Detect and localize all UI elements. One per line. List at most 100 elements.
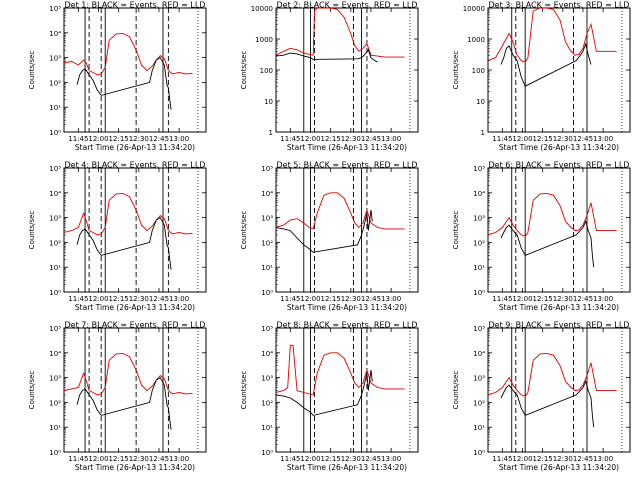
y-tick-label: 10²	[49, 399, 61, 407]
y-tick-label: 10¹	[473, 264, 485, 272]
y-tick-label: 10⁴	[49, 30, 61, 38]
series-lld-line	[488, 352, 617, 397]
panel-det-5: Det 5: BLACK = Events, RED = LLD 10⁰ 10¹ 10…	[240, 161, 419, 312]
panel-title: Det 5: BLACK = Events, RED = LLD	[277, 161, 418, 170]
x-tick-label: 12:00	[512, 135, 532, 143]
y-tick-label: 10²	[261, 239, 273, 247]
panel-det-3: Det 3: BLACK = Events, RED = LLD 1 10 100 10…	[452, 1, 631, 152]
x-tick-label: 12:45	[149, 455, 169, 463]
x-tick-label: 12:45	[573, 295, 593, 303]
panel-det-6: Det 6: BLACK = Events, RED = LLD 10⁰ 10¹ 10…	[452, 161, 631, 312]
y-tick-label: 10²	[49, 239, 61, 247]
x-tick-label: 12:30	[553, 455, 573, 463]
y-tick-label: 10⁵	[261, 325, 273, 333]
y-tick-label: 10	[264, 98, 273, 106]
y-tick-label: 10¹	[261, 424, 273, 432]
x-tick-label: 12:30	[553, 295, 573, 303]
x-tick-label: 12:45	[573, 455, 593, 463]
y-tick-label: 10⁴	[473, 350, 485, 358]
x-axis-label: Start Time (26-Apr-13 11:34:20)	[75, 463, 195, 472]
series-events-line	[76, 376, 172, 430]
x-tick-label: 12:45	[361, 295, 381, 303]
x-tick-label: 12:15	[321, 295, 341, 303]
y-axis-label: Counts/sec	[452, 51, 460, 90]
plot-area	[64, 168, 199, 292]
y-tick-label: 10³	[261, 375, 273, 383]
panel-det-1: Det 1: BLACK = Events, RED = LLD 10⁰ 10¹ 10…	[28, 1, 207, 152]
series-events-line	[500, 220, 595, 268]
plot-area	[276, 328, 411, 452]
y-tick-label: 10⁵	[49, 325, 61, 333]
x-tick-label: 12:00	[512, 455, 532, 463]
x-tick-label: 12:30	[341, 295, 361, 303]
plot-area	[276, 168, 411, 292]
plot-area	[488, 328, 623, 452]
series-events-line	[500, 42, 592, 87]
x-tick-label: 12:00	[88, 295, 108, 303]
x-tick-label: 12:15	[533, 455, 553, 463]
y-tick-label: 10⁰	[473, 449, 485, 457]
y-tick-label: 10²	[261, 399, 273, 407]
x-tick-label: 12:45	[361, 135, 381, 143]
y-tick-label: 10³	[473, 215, 485, 223]
panel-det-9: Det 9: BLACK = Events, RED = LLD 10⁰ 10¹ 10…	[452, 321, 631, 472]
y-tick-label: 10²	[473, 399, 485, 407]
x-tick-label: 12:15	[109, 295, 129, 303]
y-tick-label: 10¹	[49, 104, 61, 112]
y-tick-label: 10⁴	[473, 190, 485, 198]
y-tick-label: 100	[260, 67, 273, 75]
series-lld-line	[64, 32, 193, 76]
y-tick-label: 1	[481, 129, 485, 137]
plot-frame	[63, 167, 207, 293]
x-tick-label: 12:30	[341, 455, 361, 463]
panel-title: Det 8: BLACK = Events, RED = LLD	[277, 321, 418, 330]
y-tick-label: 10⁵	[473, 325, 485, 333]
y-tick-label: 10²	[49, 79, 61, 87]
x-tick-label: 13:00	[169, 295, 189, 303]
x-tick-label: 13:00	[593, 455, 613, 463]
x-tick-label: 12:15	[533, 135, 553, 143]
y-tick-label: 10¹	[49, 424, 61, 432]
panel-det-7: Det 7: BLACK = Events, RED = LLD 10⁰ 10¹ 10…	[28, 321, 207, 472]
x-tick-label: 11:45	[492, 455, 512, 463]
x-tick-label: 13:00	[381, 295, 401, 303]
x-tick-label: 13:00	[381, 455, 401, 463]
series-events-line	[276, 370, 373, 416]
x-axis-label: Start Time (26-Apr-13 11:34:20)	[499, 143, 619, 152]
plot-frame	[487, 7, 631, 133]
y-axis-label: Counts/sec	[240, 371, 248, 410]
x-axis-label: Start Time (26-Apr-13 11:34:20)	[75, 303, 195, 312]
y-tick-label: 10⁴	[49, 190, 61, 198]
series-lld-line	[276, 344, 405, 396]
y-tick-label: 10	[476, 98, 485, 106]
panel-title: Det 1: BLACK = Events, RED = LLD	[65, 1, 206, 10]
x-tick-label: 12:15	[321, 455, 341, 463]
panel-title: Det 7: BLACK = Events, RED = LLD	[65, 321, 206, 330]
x-tick-label: 11:45	[68, 135, 88, 143]
series-lld-line	[488, 192, 617, 237]
y-tick-label: 1000	[467, 36, 485, 44]
x-axis-label: Start Time (26-Apr-13 11:34:20)	[287, 303, 407, 312]
x-tick-label: 12:15	[109, 455, 129, 463]
x-tick-label: 12:30	[129, 135, 149, 143]
panel-det-2: Det 2: BLACK = Events, RED = LLD 1 10 100 10…	[240, 1, 419, 152]
plot-frame	[487, 327, 631, 453]
y-tick-label: 10⁵	[473, 165, 485, 173]
plot-frame	[275, 167, 419, 293]
x-tick-label: 12:00	[512, 295, 532, 303]
x-axis-label: Start Time (26-Apr-13 11:34:20)	[499, 463, 619, 472]
y-axis-label: Counts/sec	[240, 211, 248, 250]
plot-frame	[487, 167, 631, 293]
y-tick-label: 1000	[255, 36, 273, 44]
y-tick-label: 10⁴	[261, 350, 273, 358]
y-tick-label: 100	[472, 67, 485, 75]
x-tick-label: 12:00	[88, 455, 108, 463]
x-axis-label: Start Time (26-Apr-13 11:34:20)	[75, 143, 195, 152]
series-events-line	[76, 216, 172, 270]
x-tick-label: 11:45	[68, 295, 88, 303]
plot-frame	[275, 327, 419, 453]
x-tick-label: 12:15	[109, 135, 129, 143]
y-tick-label: 10000	[463, 5, 485, 13]
x-tick-label: 13:00	[381, 135, 401, 143]
